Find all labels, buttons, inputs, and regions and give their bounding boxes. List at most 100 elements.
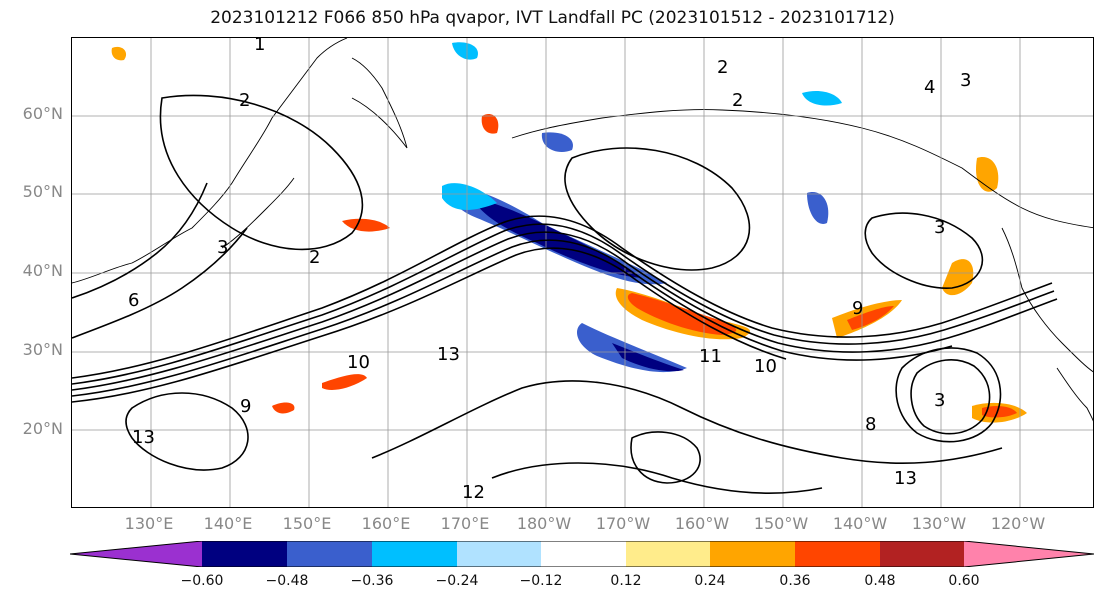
- coastline-kamchatka: [351, 57, 408, 149]
- contour-label: 3: [934, 390, 945, 411]
- lon-label-170e: 170°E: [440, 514, 490, 533]
- contour-label: 3: [217, 237, 228, 258]
- orange-anomaly-japan: [342, 218, 390, 232]
- lat-label-20n: 20°N: [22, 419, 63, 438]
- contour-label: 13: [894, 468, 917, 489]
- coastline-japan: [221, 177, 295, 249]
- colorbar-tick: −0.36: [350, 573, 394, 589]
- contour-jet-2: [72, 223, 1055, 385]
- lat-label-30n: 30°N: [22, 340, 63, 359]
- coastline-mexico: [1056, 367, 1093, 422]
- blue-anomaly-gulf-alaska: [807, 192, 829, 224]
- contour-label: 2: [239, 90, 250, 111]
- blue-anomaly-subtropics: [577, 323, 687, 373]
- blue-anomaly-aleutian: [541, 132, 573, 153]
- red-anomaly-east: [847, 306, 894, 330]
- colorbar-bin: [626, 541, 710, 567]
- colorbar-bin: [710, 541, 795, 567]
- coastline-asia: [72, 38, 348, 284]
- orange-anomaly-west-pacific: [322, 374, 367, 390]
- lon-label-150e: 150°E: [282, 514, 332, 533]
- lon-label-130e: 130°E: [124, 514, 174, 533]
- colorbar-bin: [287, 541, 372, 567]
- colorbar-tick: 0.12: [610, 573, 642, 589]
- lat-label-50n: 50°N: [22, 182, 63, 201]
- map-title: 2023101212 F066 850 hPa qvapor, IVT Land…: [210, 8, 895, 28]
- contour-east-loop-2: [910, 359, 991, 435]
- navy-anomaly-north-pacific: [472, 198, 642, 278]
- contour-east-loop: [895, 347, 1002, 443]
- contour-jet-3: [72, 231, 1058, 391]
- contour-label: 11: [699, 346, 722, 367]
- lon-label-130w: 130°W: [911, 514, 967, 533]
- colorbar-bin: [202, 541, 287, 567]
- colorbar-tick: −0.60: [180, 573, 224, 589]
- contour-label: 10: [754, 356, 777, 377]
- contour-label: 13: [132, 427, 155, 448]
- colorbar-extend-high: [964, 541, 1094, 567]
- orange-anomaly-northwest: [111, 46, 127, 61]
- colorbar-tick: 0.24: [694, 573, 726, 589]
- lon-label-140e: 140°E: [203, 514, 253, 533]
- contour-label: 12: [462, 482, 485, 503]
- shading-layer: [111, 42, 1027, 423]
- navy-anomaly-subtropics: [612, 343, 684, 372]
- lon-label-170w: 170°W: [595, 514, 651, 533]
- contour-label: 13: [437, 344, 460, 365]
- contour-north-2: [564, 147, 751, 271]
- contour-label-layer: 1 2 2 2 2 3 3 3 3 4 6 8 9 9 10 10 11 12 …: [128, 38, 971, 503]
- colorbar-bin: [795, 541, 880, 567]
- lon-label-160w: 160°W: [674, 514, 730, 533]
- graticule: [72, 38, 1093, 507]
- contour-label: 3: [960, 70, 971, 91]
- lat-label-60n: 60°N: [22, 104, 63, 123]
- contour-jet-1: [72, 215, 1053, 379]
- coastline-alaska: [511, 109, 1093, 229]
- lightblue-anomaly-north-pacific: [442, 183, 497, 210]
- contour-label: 6: [128, 290, 139, 311]
- orange-anomaly-bering: [481, 113, 499, 134]
- colorbar-bin: [372, 541, 457, 567]
- red-anomaly-central: [627, 293, 737, 335]
- map-canvas: 1 2 2 2 2 3 3 3 3 4 6 8 9 9 10 10 11 12 …: [72, 38, 1093, 507]
- colorbar-tick: −0.24: [435, 573, 479, 589]
- colorbar-tick: 0.36: [779, 573, 811, 589]
- colorbar: [70, 541, 1094, 567]
- colorbar-tick: 0.48: [864, 573, 896, 589]
- colorbar-bin: [541, 541, 626, 567]
- colorbar-tick: 0.60: [948, 573, 980, 589]
- colorbar-bin: [457, 541, 541, 567]
- orange-anomaly-west-2: [272, 402, 295, 414]
- contour-label: 9: [852, 298, 863, 319]
- contour-jet-4: [72, 239, 953, 397]
- contour-label: 10: [347, 352, 370, 373]
- colorbar-tick: −0.48: [265, 573, 309, 589]
- lon-label-160e: 160°E: [361, 514, 411, 533]
- red-anomaly-southeast: [982, 405, 1017, 418]
- contour-layer: [72, 94, 1058, 494]
- map-panel: 1 2 2 2 2 3 3 3 3 4 6 8 9 9 10 10 11 12 …: [71, 37, 1094, 508]
- lightblue-anomaly-bering: [452, 42, 478, 60]
- coastline-north-america: [1001, 227, 1093, 373]
- lon-label-140w: 140°W: [832, 514, 888, 533]
- colorbar-tick: −0.12: [519, 573, 563, 589]
- contour-south-2: [630, 431, 701, 484]
- contour-west-sub: [125, 392, 249, 471]
- contour-south-1: [491, 462, 823, 494]
- contour-label: 9: [240, 396, 251, 417]
- contour-west-2: [72, 182, 208, 299]
- contour-label: 8: [865, 414, 876, 435]
- lon-label-180w: 180°W: [516, 514, 572, 533]
- lon-label-120w: 120°W: [990, 514, 1046, 533]
- contour-label: 4: [924, 77, 935, 98]
- lightblue-anomaly-alaska: [802, 91, 842, 106]
- orange-anomaly-bc-coast: [976, 157, 999, 192]
- lon-label-150w: 150°W: [753, 514, 809, 533]
- contour-west-1: [72, 227, 248, 339]
- orange-anomaly-coast: [942, 259, 974, 296]
- contour-label: 3: [934, 217, 945, 238]
- lat-label-40n: 40°N: [22, 261, 63, 280]
- colorbar-bin: [880, 541, 964, 567]
- contour-label: 2: [717, 57, 728, 78]
- contour-label: 2: [732, 90, 743, 111]
